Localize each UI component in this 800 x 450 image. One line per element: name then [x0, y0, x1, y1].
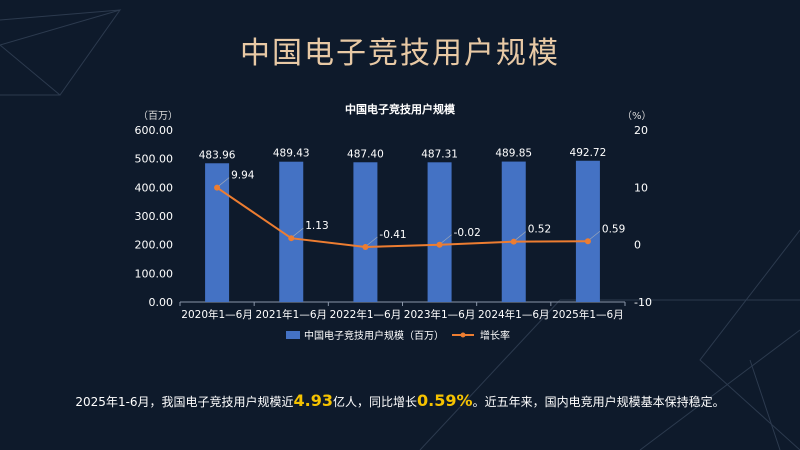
legend-line-marker	[460, 332, 466, 338]
growth-point	[362, 244, 369, 251]
x-tick-label: 2020年1—6月	[181, 308, 253, 321]
y-left-unit: （百万）	[138, 110, 178, 122]
growth-point	[288, 235, 295, 242]
growth-value-label: 0.52	[528, 224, 551, 236]
footer-value-growth: 0.59%	[417, 391, 473, 410]
footer-text: 2025年1-6月，我国电子竞技用户规模近4.93亿人，同比增长0.59%。近五…	[0, 391, 800, 410]
growth-leader-line	[218, 177, 230, 186]
y-right-tick-label: -10	[634, 296, 652, 309]
growth-value-label: -0.02	[454, 227, 481, 239]
y-left-tick-label: 300.00	[135, 210, 174, 223]
growth-value-label: 1.13	[305, 220, 328, 232]
chart-title: 中国电子竞技用户规模	[345, 102, 456, 116]
legend-line-label: 增长率	[480, 329, 510, 342]
bar-value-label: 489.85	[495, 148, 532, 160]
x-tick-label: 2021年1—6月	[255, 308, 327, 321]
bar	[575, 160, 600, 302]
legend-bar-label: 中国电子竞技用户规模（百万）	[304, 329, 444, 342]
y-right-unit: （%）	[622, 110, 652, 122]
growth-value-label: 0.59	[602, 223, 625, 235]
bar-value-label: 487.40	[347, 148, 384, 160]
growth-point	[214, 184, 221, 191]
y-left-tick-label: 600.00	[135, 124, 174, 137]
growth-leader-line	[293, 227, 304, 237]
y-right-tick-label: 10	[634, 181, 648, 194]
bar	[205, 163, 230, 302]
x-tick-label: 2022年1—6月	[330, 308, 402, 321]
bar-value-label: 492.72	[570, 147, 607, 159]
y-right-tick-label: 0	[634, 239, 641, 252]
x-tick-label: 2025年1—6月	[552, 308, 624, 321]
growth-line	[216, 186, 588, 249]
footer-value-users: 4.93	[293, 391, 334, 410]
bar	[501, 161, 526, 302]
footer-part2: 亿人，同比增长	[333, 395, 418, 409]
bar	[353, 162, 378, 302]
bar-value-label: 489.43	[273, 148, 310, 160]
y-left-tick-label: 500.00	[135, 153, 174, 166]
growth-leader-line	[515, 231, 526, 240]
page-title: 中国电子竞技用户规模	[240, 36, 560, 71]
growth-leader-line	[441, 234, 452, 244]
x-tick-label: 2024年1—6月	[478, 308, 550, 321]
growth-value-label: 9.94	[231, 170, 255, 182]
footer-part1: 2025年1-6月，我国电子竞技用户规模近	[75, 395, 294, 409]
y-left-tick-label: 0.00	[149, 296, 174, 309]
x-tick-label: 2023年1—6月	[404, 308, 476, 321]
growth-point	[436, 241, 443, 248]
y-left-tick-label: 100.00	[135, 267, 174, 280]
y-left-tick-label: 200.00	[135, 239, 174, 252]
bar	[427, 162, 452, 302]
bar-value-label: 483.96	[199, 149, 236, 161]
growth-point	[584, 238, 591, 245]
growth-point	[510, 238, 517, 245]
growth-leader-line	[367, 236, 378, 246]
y-left-tick-label: 400.00	[135, 181, 174, 194]
bar-value-label: 487.31	[421, 148, 458, 160]
growth-leader-line	[589, 231, 601, 240]
y-right-tick-label: 20	[634, 124, 648, 137]
legend-bar-swatch	[286, 331, 300, 339]
growth-value-label: -0.41	[379, 229, 406, 241]
footer-part3: 。近五年来，国内电竞用户规模基本保持稳定。	[472, 395, 725, 409]
